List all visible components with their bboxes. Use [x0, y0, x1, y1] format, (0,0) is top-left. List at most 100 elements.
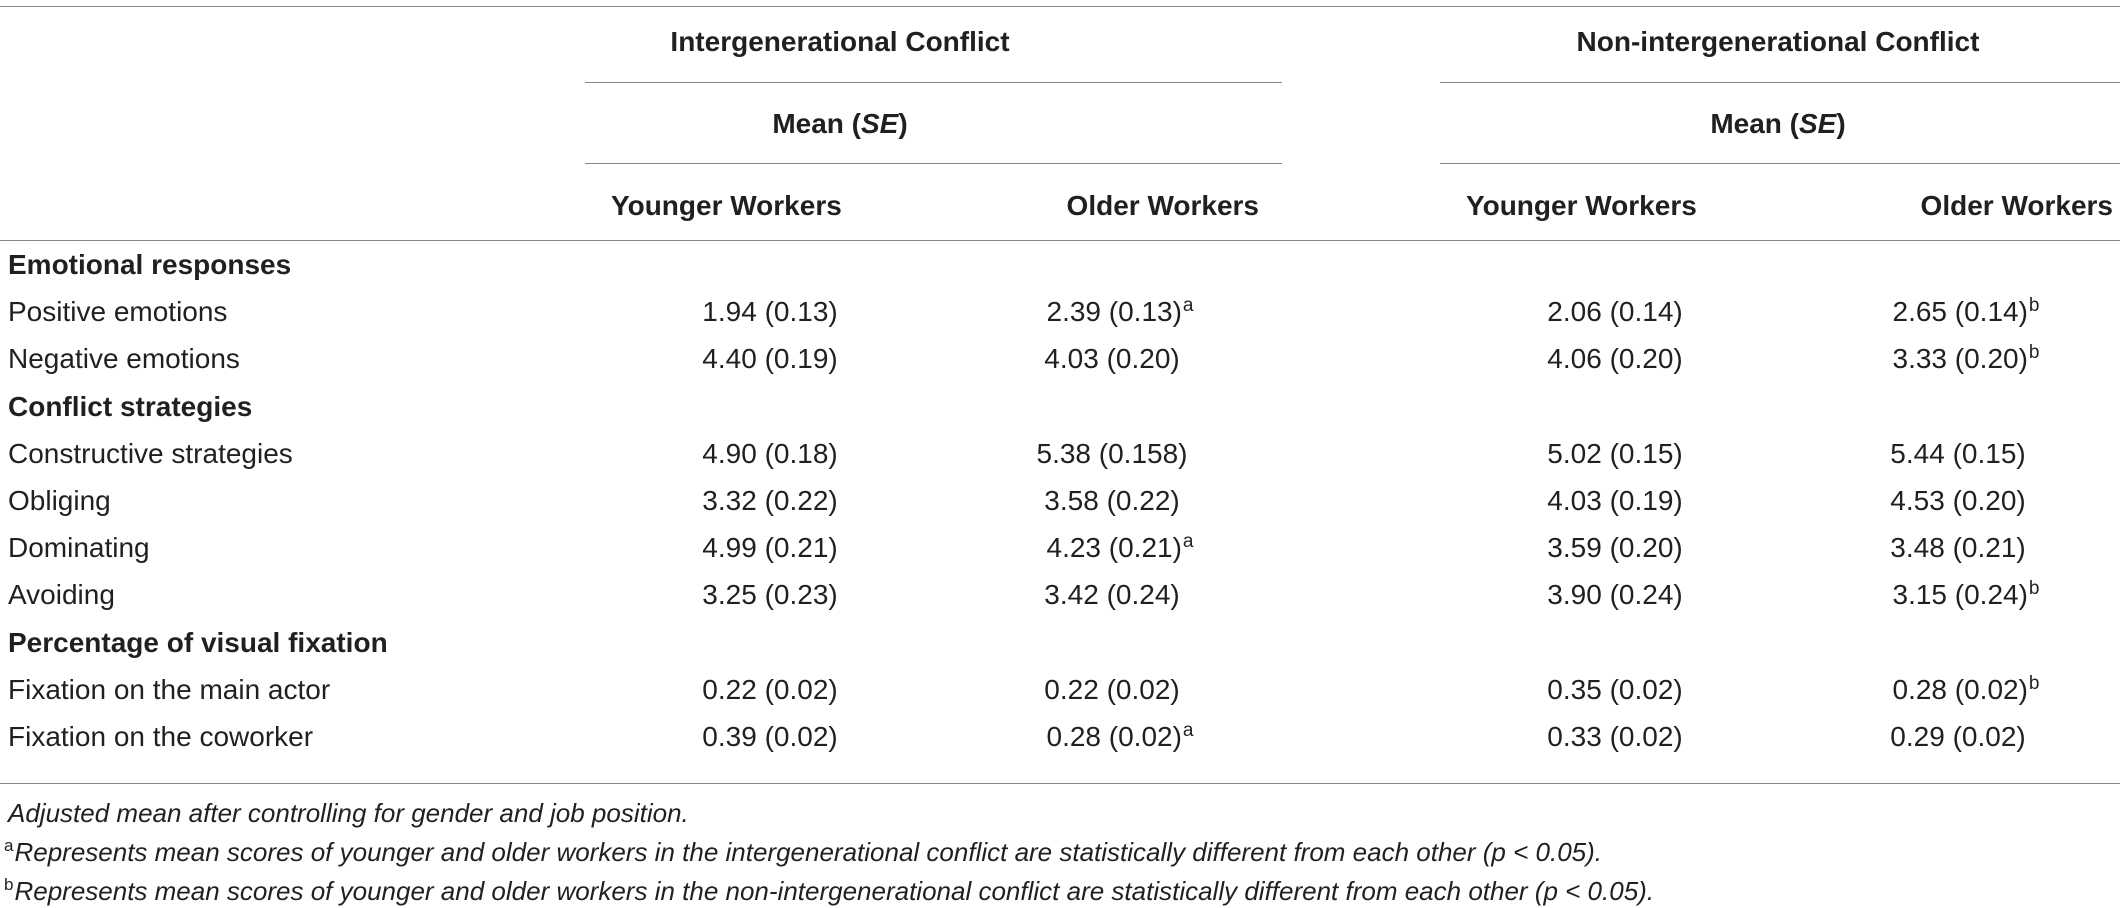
cell-value: 0.22 (0.02)	[702, 673, 838, 705]
section-heading: Percentage of visual fixation	[8, 626, 388, 658]
cell-value: 4.40 (0.19)	[702, 343, 838, 375]
cell-value: 4.53 (0.20)	[1890, 485, 2026, 516]
table-cell: 1.94 (0.13)	[702, 298, 837, 326]
cell-value: 2.06 (0.14)	[1547, 296, 1683, 328]
table-cell: 0.28 (0.02)b	[1892, 672, 2040, 705]
table-cell: 4.53 (0.20)	[1890, 487, 2025, 515]
table-cell: 3.25 (0.23)	[702, 581, 837, 609]
table-cell: 3.42 (0.24)	[1044, 581, 1179, 609]
table-cell: 0.39 (0.02)	[702, 723, 837, 751]
mean-rule-non-intergenerational	[1440, 163, 2120, 164]
table-cell: 0.22 (0.02)	[702, 673, 838, 705]
cell-value: 3.58 (0.22)	[1044, 485, 1180, 516]
cell-value: 0.29 (0.02)	[1890, 721, 2026, 752]
cell-value: 4.03 (0.19)	[1547, 485, 1683, 516]
footnote-a: aRepresents mean scores of younger and o…	[4, 836, 1603, 867]
cell-value: 3.42 (0.24)	[1044, 579, 1180, 611]
table-cell: 3.48 (0.21)	[1890, 534, 2025, 562]
header-bottom-rule	[0, 240, 2120, 241]
column-header-younger-non-intergenerational: Younger Workers	[1466, 190, 1697, 221]
cell-value: 5.02 (0.15)	[1547, 437, 1683, 469]
table-cell: 4.03 (0.20)	[1044, 345, 1179, 373]
row-label: Constructive strategies	[8, 437, 293, 469]
bottom-rule	[0, 783, 2120, 784]
cell-value: 0.28 (0.02)	[1046, 721, 1182, 752]
cell-value: 3.15 (0.24)	[1892, 579, 2028, 611]
table-cell: 0.33 (0.02)	[1547, 723, 1682, 751]
column-header-younger-intergenerational: Younger Workers	[611, 190, 842, 221]
significance-mark: a	[1182, 295, 1194, 317]
cell-value: 0.22 (0.02)	[1044, 673, 1180, 705]
table-cell: 2.65 (0.14)b	[1892, 295, 2040, 328]
cell-value: 4.90 (0.18)	[702, 437, 838, 469]
cell-value: 4.99 (0.21)	[702, 532, 838, 564]
group-header-non-intergenerational: Non-intergenerational Conflict	[1576, 26, 1980, 57]
cell-value: 3.32 (0.22)	[702, 485, 838, 516]
significance-mark: b	[2028, 342, 2040, 364]
footnote-adjusted: Adjusted mean after controlling for gend…	[8, 798, 689, 828]
significance-mark: b	[2028, 672, 2040, 694]
top-rule	[0, 6, 2120, 7]
table-cell: 4.23 (0.21)a	[1046, 531, 1194, 564]
mean-se-header-intergenerational: Mean (SE)	[772, 108, 908, 139]
cell-value: 2.39 (0.13)	[1046, 296, 1182, 328]
cell-value: 5.38 (0.158)	[1036, 437, 1188, 469]
table-cell: 3.15 (0.24)b	[1892, 578, 2040, 611]
cell-value: 0.28 (0.02)	[1892, 673, 2028, 705]
cell-value: 4.23 (0.21)	[1046, 532, 1182, 564]
table-cell: 0.35 (0.02)	[1547, 673, 1683, 705]
cell-value: 0.35 (0.02)	[1547, 673, 1683, 705]
table-cell: 3.32 (0.22)	[702, 487, 837, 515]
row-label: Avoiding	[8, 579, 115, 611]
table-cell: 4.40 (0.19)	[702, 345, 837, 373]
table-cell: 2.06 (0.14)	[1547, 298, 1682, 326]
table-cell: 3.58 (0.22)	[1044, 487, 1179, 515]
table-cell: 4.03 (0.19)	[1547, 487, 1682, 515]
row-label: Obliging	[8, 485, 111, 516]
table-cell: 0.29 (0.02)	[1890, 723, 2025, 751]
cell-value: 3.90 (0.24)	[1547, 579, 1683, 611]
cell-value: 0.33 (0.02)	[1547, 721, 1683, 752]
cell-value: 2.65 (0.14)	[1892, 296, 2028, 328]
cell-value: 1.94 (0.13)	[702, 296, 838, 328]
column-header-older-non-intergenerational: Older Workers	[1920, 190, 2113, 221]
column-header-older-intergenerational: Older Workers	[1066, 190, 1259, 221]
table-cell: 4.06 (0.20)	[1547, 345, 1682, 373]
cell-value: 4.03 (0.20)	[1044, 343, 1180, 375]
mean-rule-intergenerational	[585, 163, 1282, 164]
mean-se-header-non-intergenerational: Mean (SE)	[1710, 108, 1846, 139]
cell-value: 0.39 (0.02)	[702, 721, 838, 752]
table-cell: 5.44 (0.15)	[1890, 437, 2026, 469]
table-cell: 4.90 (0.18)	[702, 437, 838, 469]
significance-mark: b	[2028, 578, 2040, 600]
footnote-b: bRepresents mean scores of younger and o…	[4, 875, 1655, 906]
cell-value: 3.33 (0.20)	[1892, 343, 2028, 375]
cell-value: 4.06 (0.20)	[1547, 343, 1683, 375]
cell-value: 3.48 (0.21)	[1890, 532, 2026, 564]
table-cell: 0.28 (0.02)a	[1046, 720, 1194, 752]
row-label: Fixation on the coworker	[8, 721, 314, 752]
table-cell: 3.59 (0.20)	[1547, 534, 1682, 562]
group-rule-intergenerational	[585, 82, 1282, 83]
row-label: Positive emotions	[8, 296, 228, 328]
section-heading: Conflict strategies	[8, 390, 253, 422]
table-cell: 5.02 (0.15)	[1547, 437, 1683, 469]
table-cell: 3.90 (0.24)	[1547, 581, 1682, 609]
cell-value: 3.25 (0.23)	[702, 579, 838, 611]
cell-value: 3.59 (0.20)	[1547, 532, 1683, 564]
row-label: Dominating	[8, 532, 150, 564]
table-cell: 0.22 (0.02)	[1044, 673, 1180, 705]
group-header-intergenerational: Intergenerational Conflict	[670, 26, 1010, 57]
significance-mark: a	[1182, 531, 1194, 553]
section-heading: Emotional responses	[8, 249, 292, 280]
cell-value: 5.44 (0.15)	[1890, 437, 2026, 469]
table-cell: 2.39 (0.13)a	[1046, 295, 1194, 328]
significance-mark: b	[2028, 295, 2040, 317]
row-label: Negative emotions	[8, 343, 240, 375]
group-rule-non-intergenerational	[1440, 82, 2120, 83]
table-cell: 3.33 (0.20)b	[1892, 342, 2040, 375]
table-cell: 5.38 (0.158)	[1036, 437, 1188, 469]
significance-mark: a	[1182, 720, 1194, 741]
row-label: Fixation on the main actor	[8, 673, 331, 705]
table-cell: 4.99 (0.21)	[702, 534, 837, 562]
